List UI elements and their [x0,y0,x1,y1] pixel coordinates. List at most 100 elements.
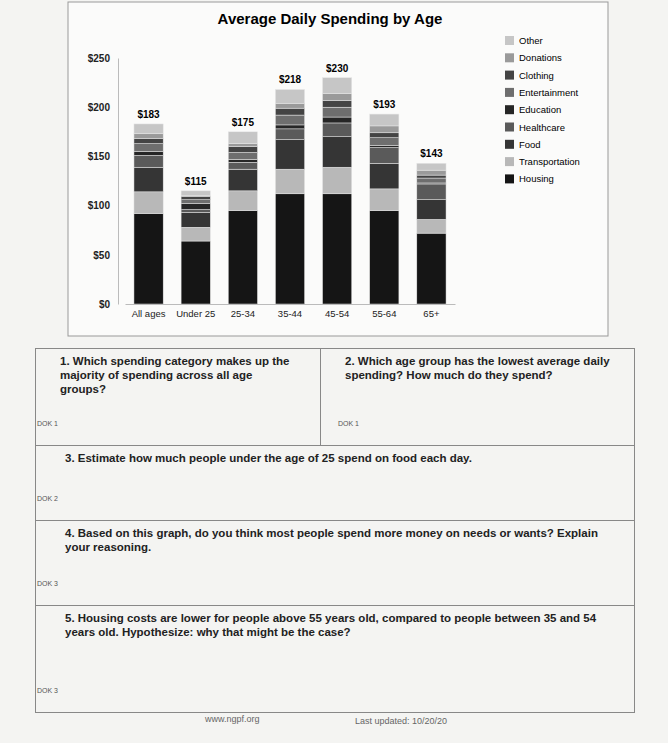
legend-swatch [505,123,514,132]
legend-label: Entertainment [519,87,579,98]
bar-segment [134,213,163,304]
y-axis-line [118,59,119,305]
bar-segment [275,108,304,115]
bar-segment [417,219,446,233]
total-label: $193 [373,99,396,110]
dok-label: DOK 3 [37,687,58,694]
bar-segment [323,78,352,94]
x-tick-label: All ages [132,308,166,319]
legend-item: Entertainment [505,87,579,98]
bar-segment [275,169,304,194]
bar-segment [323,167,352,194]
x-tick-label: 25-34 [231,308,255,319]
series-0 [134,194,446,304]
legend-item: Housing [505,173,554,184]
x-tick: 55-64 [372,304,396,319]
total-label: $115 [185,176,207,187]
legend-label: Donations [519,52,562,63]
bar-segment [134,124,163,134]
dok-label: DOK 1 [37,420,58,427]
x-tick-label: 35-44 [278,308,302,319]
legend-swatch [505,53,514,62]
bar-segment [323,123,352,137]
legend-label: Housing [519,173,554,184]
x-tick-label: 65+ [423,308,440,319]
legend-item: Transportation [505,156,580,167]
legend-label: Food [519,139,541,150]
y-tick-label: $150 [88,151,111,162]
legend-label: Transportation [519,156,580,167]
legend-label: Healthcare [519,122,565,133]
x-tick-label: 45-54 [325,308,349,319]
series-6 [134,100,446,199]
y-tick: $100 [88,200,118,211]
bar-segment [134,134,163,139]
total-label: $175 [232,117,255,128]
legend-swatch [505,88,514,97]
legend-item: Clothing [505,70,554,81]
question: 2. Which age group has the lowest averag… [345,354,615,382]
dok-label: DOK 1 [338,420,359,427]
y-tick-label: $0 [99,299,111,310]
bar-segment [275,129,304,140]
legend-swatch [505,140,514,149]
bar-segment [417,233,446,304]
legend-swatch [505,36,514,45]
dok-label: DOK 2 [37,495,58,502]
x-axis-line [126,304,456,305]
bar-segment [417,175,446,178]
bar-segment [228,191,257,211]
y-tick: $250 [88,53,118,64]
footer-website: www.ngpf.org [205,714,260,724]
bar-segment [417,178,446,183]
x-tick: 45-54 [325,304,349,319]
bar-segment [134,151,163,155]
legend-item: Education [505,104,561,115]
bar-segment [181,241,210,304]
series-3 [134,123,446,213]
bar-segment [181,227,210,241]
legend-item: Food [505,139,541,150]
bar-segment [370,133,399,138]
bar-segment [228,132,257,144]
y-axis: $0 $50 $100 $150 $200 $250 [88,53,119,310]
bar-segment [275,89,304,103]
total-label: $143 [420,148,443,159]
bar-segment [370,138,399,146]
bar-segment [275,115,304,125]
series-1 [134,167,446,241]
y-tick-label: $100 [88,200,111,211]
bar-segment [417,170,446,175]
bars [134,78,446,304]
bar-segment [134,167,163,192]
legend-item: Other [505,35,543,46]
bar-segment [323,93,352,100]
series-7 [134,93,446,196]
bar-segment [181,212,210,227]
legend-swatch [505,71,514,80]
x-tick: 25-34 [231,304,255,319]
bar-segment [275,194,304,304]
y-tick-label: $200 [88,102,111,113]
question: 5. Housing costs are lower for people ab… [65,611,615,639]
chart-title: Average Daily Spending by Age [218,10,443,27]
bar-segment [275,103,304,108]
bar-segment [370,114,399,126]
footer-updated: Last updated: 10/20/20 [355,716,447,726]
legend-label: Other [519,35,543,46]
legend-swatch [505,105,514,114]
x-tick: 35-44 [278,304,302,319]
bar-segment [275,140,304,170]
bar-segment [323,100,352,107]
series-8 [134,78,446,196]
series-5 [134,107,446,203]
bar-segment [275,125,304,129]
y-tick: $0 [99,299,118,310]
x-tick: 65+ [423,304,440,319]
bar-segment [228,144,257,147]
legend-item: Donations [505,52,562,63]
dok-label: DOK 3 [37,580,58,587]
bar-segment [370,189,399,211]
y-tick-label: $50 [93,250,110,261]
legend-swatch [505,174,514,183]
